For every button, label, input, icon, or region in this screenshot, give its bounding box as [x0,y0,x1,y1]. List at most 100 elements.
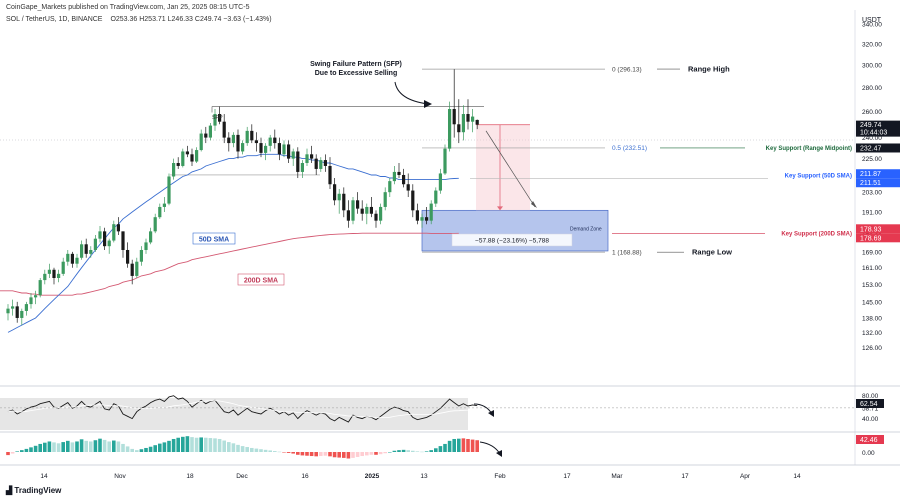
macd-bar [213,438,217,452]
macd-bar [406,450,410,452]
candle-body [38,280,42,296]
candle [333,178,337,206]
candle [222,114,226,144]
sfp-title-line1: Swing Failure Pattern (SFP) [310,61,402,68]
price-tick-12: 161.00 [862,265,882,272]
candle [273,129,277,149]
candle [434,187,438,207]
candle-body [70,253,74,264]
candle [264,143,268,161]
candle-body [6,308,10,314]
macd-axis-ticks: 0.00 [862,450,875,457]
last-price-tag: 249.74 10:44:03 [856,120,900,137]
candle-body [268,137,272,146]
candle [24,301,28,316]
candle-body [103,231,107,247]
rsi-axis-ticks: 80.00 58.71 40.00 [0,393,879,423]
price-tick-17: 126.00 [862,345,882,352]
candle [452,69,456,138]
candle-body [365,206,369,214]
macd-bar [346,452,351,459]
candle-body [43,273,47,281]
candle-body [176,163,180,166]
macd-bar [300,452,305,456]
candle [112,220,116,243]
candle-body [369,206,373,214]
candle-body [61,261,65,274]
logo-icon: ▟ [6,486,13,495]
candle-body [259,143,263,153]
macd-bar [457,438,461,452]
candle-body [305,154,309,164]
candle [383,187,387,211]
candle-body [346,210,350,221]
candle [475,119,479,130]
candle [80,240,84,260]
macd-bar [282,452,286,453]
tradingview-logo: ▟ TradingView [6,486,61,495]
candle-body [379,206,383,221]
time-tick-3: Dec [236,473,248,480]
candle-body [319,160,323,169]
measure-arrowhead [497,206,503,211]
macd-bar [181,436,185,452]
candle-body [457,124,461,133]
candle-body [20,310,24,318]
candle [300,160,304,179]
macd-bar [420,451,424,453]
price-tick-13: 153.00 [862,282,882,289]
candle-body [29,297,33,305]
candle [15,301,19,323]
rsi-tick-2: 40.00 [862,416,879,423]
candle [397,163,401,179]
macd-bar [24,448,29,452]
macd-bar [47,441,52,452]
macd-bar [10,452,15,454]
candle-body [448,109,452,149]
candle-body [388,181,392,193]
candle [392,165,396,185]
macd-bar [263,449,268,452]
macd-bar [273,451,277,452]
candle [346,200,350,228]
macd-bar [328,452,332,457]
candle [388,178,392,198]
candle [57,269,61,283]
candle [47,263,51,279]
candle [438,168,442,194]
candle-body [461,114,465,133]
macd-bar [125,446,130,452]
range-high-label: Range High [688,65,730,74]
candle [402,168,406,188]
macd-histogram [6,436,479,459]
macd-bar [240,446,245,452]
candles [6,69,479,326]
candle [139,246,143,266]
candle [319,157,323,172]
projection-arrow [485,130,536,208]
ohlc-values: O253.36 H253.71 L246.33 C249.74 −3.63 (−… [110,16,272,23]
time-tick-4: 16 [301,473,309,480]
candle-body [11,306,15,309]
price-tick-9: 191.00 [862,210,882,217]
candle [98,225,102,243]
macd-bar [397,450,401,452]
candle-body [429,203,433,221]
svg-text:232.47: 232.47 [860,145,882,152]
candle-body [314,158,318,169]
sma50-label: 50D SMA [199,237,229,244]
macd-bar [365,452,369,456]
candle-body [287,144,291,159]
candle-body [93,238,97,250]
fib-05-label: 0.5 (232.51) [612,145,647,152]
candle-body [153,217,157,232]
projection-arrowhead [531,200,537,208]
candle [176,157,180,169]
candle [126,242,130,268]
candle-body [291,151,295,159]
candle-body [24,304,28,311]
macd-bar [296,452,300,455]
currency-label: USDT [862,17,882,24]
time-tick-6: 13 [420,473,428,480]
